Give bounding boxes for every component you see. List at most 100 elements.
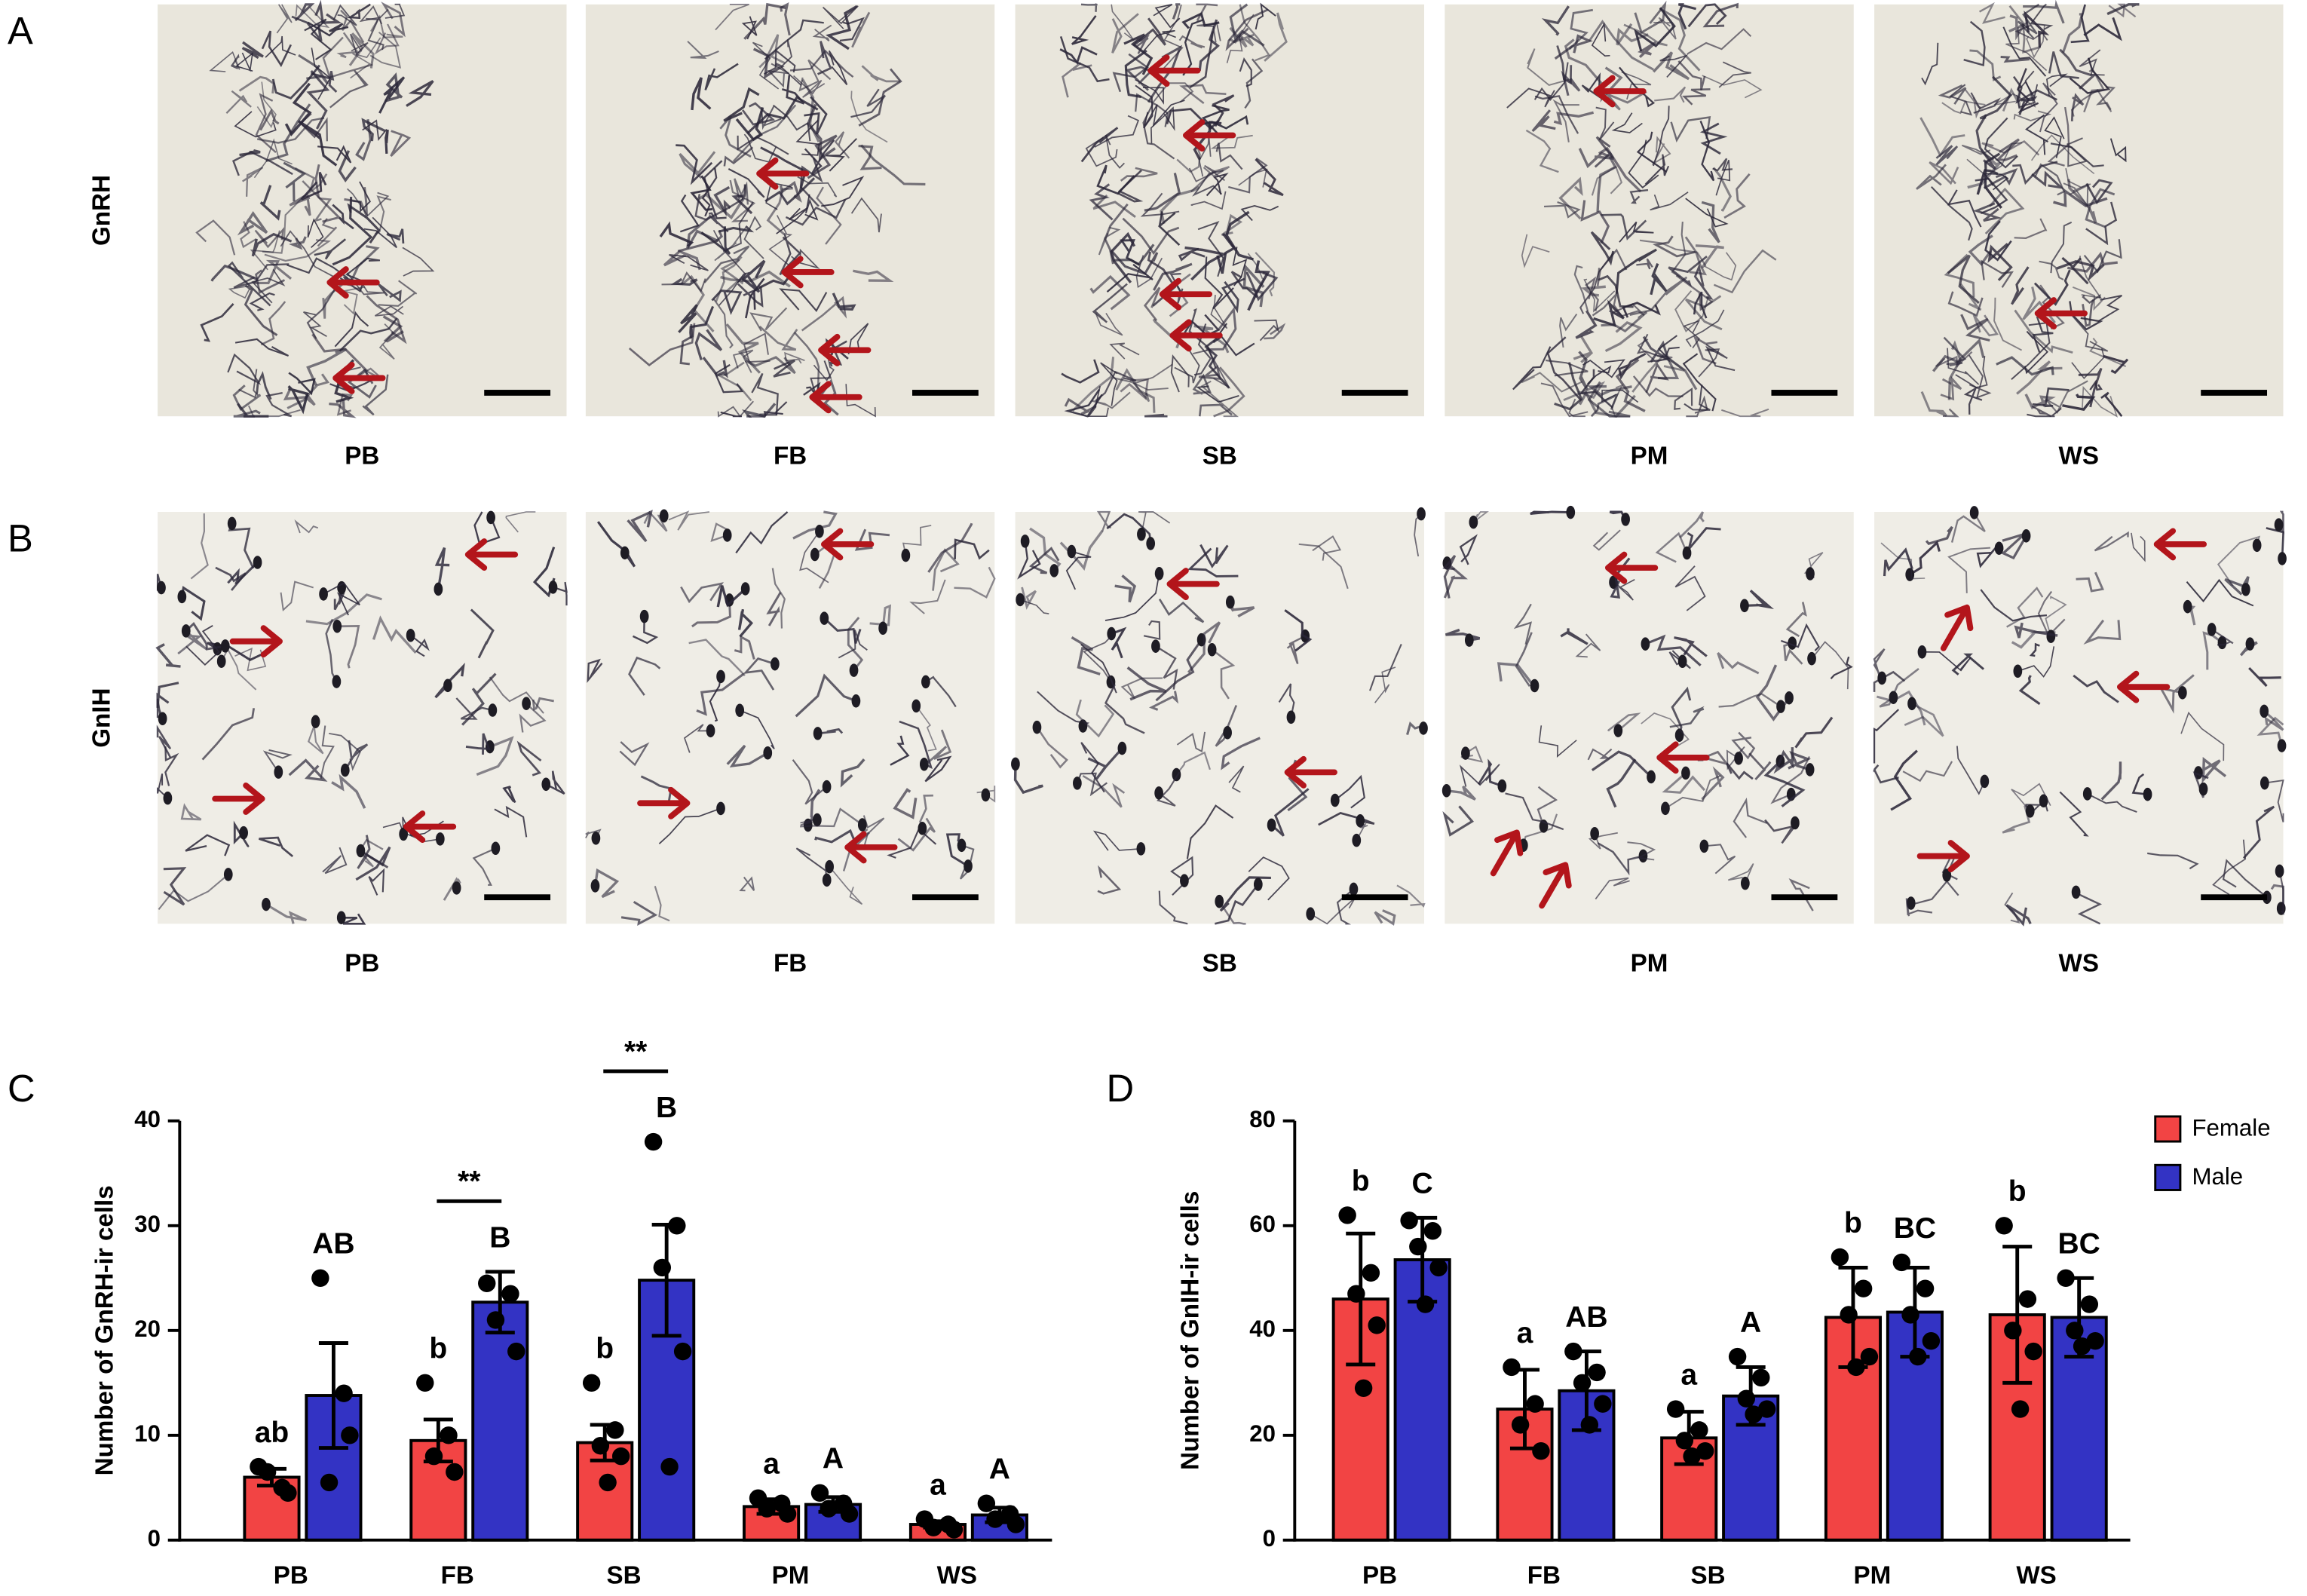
fiber [1122, 217, 1180, 256]
fiber [1061, 359, 1100, 384]
fiber [1181, 11, 1220, 29]
data-point [478, 1274, 496, 1292]
fiber [1947, 547, 1991, 593]
fiber [1278, 683, 1295, 718]
cell [1776, 700, 1785, 713]
x-tick-label: PB [274, 1561, 308, 1589]
fiber [230, 54, 240, 69]
fiber [679, 194, 700, 233]
fiber [195, 219, 236, 256]
fiber [1601, 311, 1648, 333]
x-tick-label: PM [1853, 1561, 1891, 1589]
cell [1791, 816, 1800, 830]
group-letter: C [1412, 1168, 1433, 1200]
fiber [280, 230, 334, 277]
cell [1154, 786, 1163, 800]
fiber [1169, 272, 1184, 304]
fiber [361, 118, 386, 142]
fiber [1140, 192, 1180, 217]
fiber [1144, 413, 1168, 418]
fiber [276, 4, 293, 34]
fiber [737, 608, 754, 638]
fiber [2095, 86, 2116, 111]
fiber [227, 261, 271, 307]
fiber [1880, 542, 1926, 580]
fiber [1674, 290, 1709, 332]
fiber [1623, 23, 1668, 47]
fiber [1512, 346, 1552, 391]
fiber [2013, 110, 2052, 121]
panel-letter: B [8, 516, 33, 559]
fiber [1087, 747, 1123, 780]
fiber [1981, 259, 2014, 288]
fiber [2067, 179, 2097, 224]
cell [1223, 726, 1232, 740]
fiber [2094, 531, 2129, 552]
fiber [804, 96, 828, 135]
fiber [1645, 362, 1669, 394]
fiber [789, 49, 854, 78]
fiber [691, 599, 731, 628]
fiber [1554, 362, 1583, 411]
fiber [210, 264, 258, 282]
fiber [291, 15, 323, 42]
fiber [329, 732, 361, 771]
error-bar [318, 1341, 348, 1450]
cell [918, 822, 927, 835]
data-point [1400, 1212, 1418, 1230]
data-point [1416, 1295, 1435, 1313]
fiber [1071, 636, 1101, 675]
fiber [1723, 173, 1751, 219]
cell [163, 791, 173, 805]
cell [336, 911, 346, 925]
fiber [1677, 60, 1706, 90]
fiber [311, 70, 338, 93]
fiber [749, 307, 788, 332]
cell [1180, 874, 1189, 887]
fiber [1563, 381, 1606, 402]
fiber [1628, 139, 1659, 188]
fiber [2278, 871, 2284, 916]
fiber [286, 373, 330, 409]
fiber [1239, 4, 1270, 62]
fiber [369, 31, 402, 69]
fiber [1785, 602, 1807, 638]
fiber [799, 158, 823, 207]
fiber [838, 630, 868, 659]
fiber [265, 392, 293, 418]
fiber [792, 510, 838, 540]
fiber [1733, 797, 1768, 838]
fiber [265, 103, 311, 162]
cell [1419, 721, 1428, 735]
cell [220, 639, 230, 653]
fiber [677, 229, 723, 253]
fiber [1652, 51, 1690, 81]
fiber [1017, 541, 1041, 580]
fiber [1554, 34, 1593, 60]
cell [639, 609, 649, 623]
data-point [1690, 1421, 1708, 1439]
data-point [1922, 1332, 1941, 1350]
fiber [723, 146, 754, 167]
fiber [2264, 779, 2284, 823]
fiber [1573, 265, 1589, 311]
fiber [1446, 785, 1476, 801]
fiber [1595, 877, 1630, 900]
data-point [1757, 1400, 1776, 1418]
fiber [1196, 3, 1218, 22]
cell [1117, 741, 1127, 755]
fiber [1575, 633, 1601, 658]
cell [1699, 839, 1709, 853]
fiber [1198, 403, 1233, 417]
fiber [1443, 562, 1468, 599]
cell [1154, 567, 1164, 581]
fiber [287, 384, 309, 415]
significance-label: ** [624, 1036, 648, 1068]
cell [2198, 782, 2208, 796]
fiber [2025, 114, 2048, 155]
fiber [1968, 354, 1992, 399]
group-letter: B [656, 1092, 677, 1124]
fiber [1100, 362, 1118, 406]
fiber [2198, 756, 2227, 784]
fiber [2039, 82, 2058, 133]
